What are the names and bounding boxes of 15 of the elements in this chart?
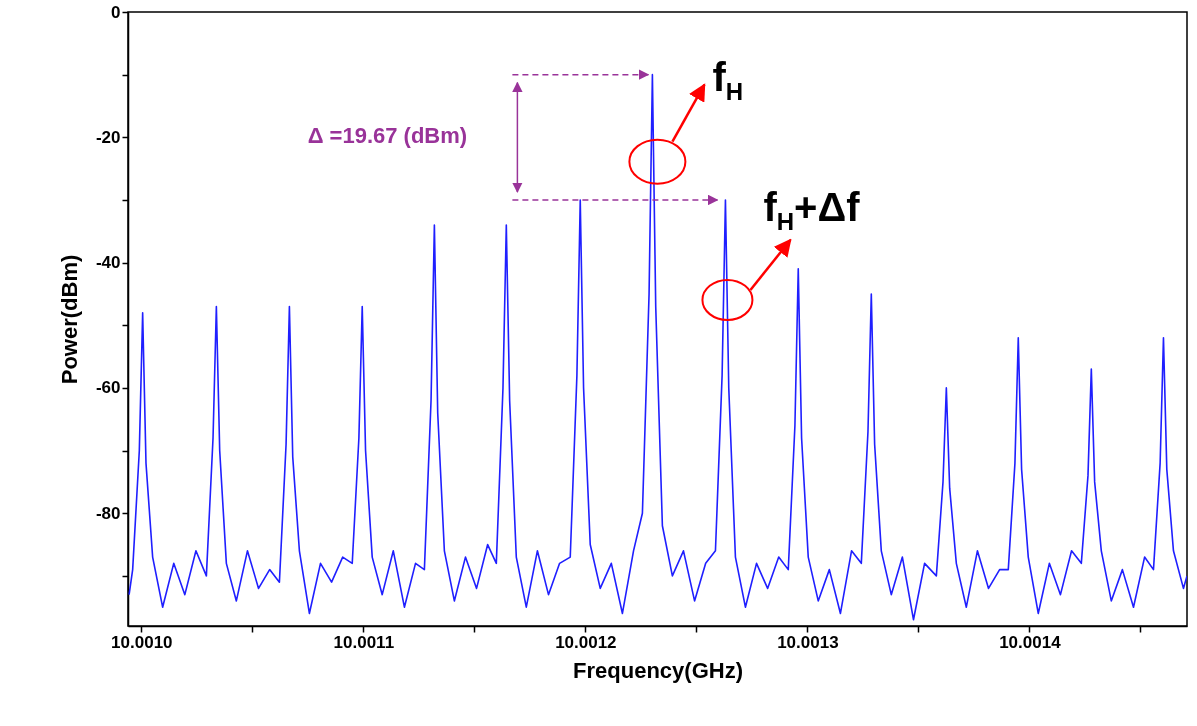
annotation: f$_{H}$ — [712, 54, 744, 105]
x-tick-label: 10.0014 — [999, 632, 1062, 652]
x-tick-label: 10.0012 — [555, 632, 617, 652]
annotation: f$_{H}$+Δf — [763, 184, 861, 235]
y-tick-label: -60 — [95, 378, 121, 398]
y-tick-label: -80 — [95, 503, 121, 523]
y-axis-title: Power(dBm) — [56, 254, 82, 385]
x-tick-label: 10.0010 — [111, 632, 173, 652]
y-tick-label: -40 — [95, 253, 121, 273]
y-tick-label: 0 — [111, 2, 121, 22]
annotation: Δ =19.67 (dBm) — [307, 123, 468, 149]
x-tick-label: 10.0013 — [777, 632, 839, 652]
x-axis-title: Frequency(GHz) — [573, 657, 743, 683]
x-tick-label: 10.0011 — [333, 632, 395, 652]
y-tick-label: -20 — [95, 127, 121, 147]
